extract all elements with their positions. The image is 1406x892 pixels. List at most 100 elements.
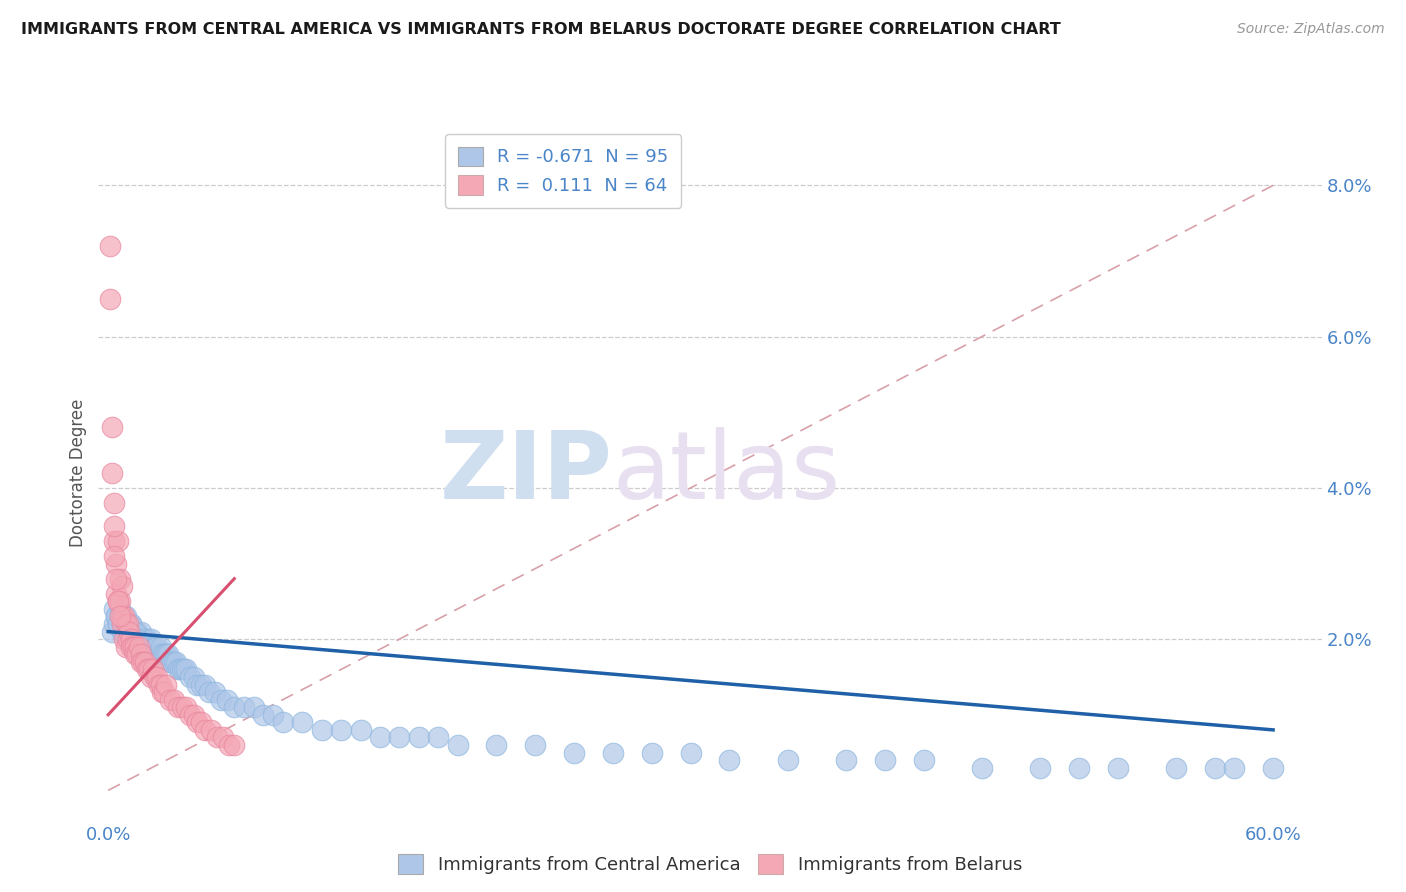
Point	[291, 715, 314, 730]
Point	[602, 746, 624, 760]
Point	[170, 662, 193, 676]
Point	[167, 662, 190, 676]
Point	[120, 617, 142, 632]
Point	[174, 700, 197, 714]
Point	[127, 624, 149, 639]
Point	[198, 685, 221, 699]
Point	[112, 624, 135, 639]
Point	[215, 692, 238, 706]
Point	[124, 632, 146, 647]
Point	[108, 609, 131, 624]
Point	[129, 624, 152, 639]
Point	[138, 662, 160, 676]
Point	[271, 715, 294, 730]
Point	[143, 670, 166, 684]
Point	[330, 723, 353, 737]
Point	[118, 624, 141, 639]
Point	[101, 624, 124, 639]
Point	[124, 640, 146, 654]
Point	[132, 632, 155, 647]
Point	[124, 647, 146, 661]
Point	[120, 617, 142, 632]
Point	[98, 292, 121, 306]
Point	[142, 640, 165, 654]
Point	[103, 496, 125, 510]
Point	[1204, 761, 1226, 775]
Point	[679, 746, 702, 760]
Point	[108, 594, 131, 608]
Point	[1164, 761, 1187, 775]
Point	[153, 647, 176, 661]
Point	[194, 723, 217, 737]
Point	[103, 602, 125, 616]
Point	[311, 723, 333, 737]
Point	[107, 617, 129, 632]
Text: IMMIGRANTS FROM CENTRAL AMERICA VS IMMIGRANTS FROM BELARUS DOCTORATE DEGREE CORR: IMMIGRANTS FROM CENTRAL AMERICA VS IMMIG…	[21, 22, 1062, 37]
Point	[776, 753, 799, 767]
Point	[112, 632, 135, 647]
Point	[174, 662, 197, 676]
Point	[114, 617, 136, 632]
Point	[179, 707, 201, 722]
Point	[112, 609, 135, 624]
Point	[641, 746, 664, 760]
Y-axis label: Doctorate Degree: Doctorate Degree	[69, 399, 87, 547]
Point	[200, 723, 222, 737]
Point	[111, 617, 134, 632]
Point	[108, 609, 131, 624]
Point	[153, 685, 176, 699]
Point	[134, 632, 156, 647]
Point	[148, 647, 170, 661]
Point	[117, 617, 139, 632]
Point	[136, 662, 159, 676]
Point	[718, 753, 741, 767]
Text: ZIP: ZIP	[439, 426, 612, 519]
Text: Source: ZipAtlas.com: Source: ZipAtlas.com	[1237, 22, 1385, 37]
Point	[104, 609, 127, 624]
Point	[103, 549, 125, 563]
Point	[224, 700, 246, 714]
Point	[122, 640, 145, 654]
Point	[120, 632, 142, 647]
Point	[186, 715, 208, 730]
Point	[165, 655, 187, 669]
Point	[142, 662, 165, 676]
Point	[1067, 761, 1090, 775]
Point	[149, 640, 172, 654]
Point	[124, 624, 146, 639]
Point	[114, 609, 136, 624]
Point	[167, 700, 190, 714]
Point	[218, 738, 240, 752]
Point	[117, 617, 139, 632]
Point	[233, 700, 256, 714]
Point	[108, 572, 131, 586]
Point	[104, 572, 127, 586]
Point	[104, 609, 127, 624]
Point	[157, 647, 180, 661]
Point	[169, 662, 191, 676]
Point	[98, 239, 121, 253]
Point	[190, 715, 212, 730]
Point	[139, 670, 162, 684]
Point	[152, 647, 174, 661]
Point	[107, 533, 129, 548]
Point	[163, 655, 186, 669]
Point	[262, 707, 284, 722]
Point	[194, 677, 217, 691]
Point	[209, 692, 232, 706]
Point	[114, 640, 136, 654]
Point	[134, 655, 156, 669]
Point	[446, 738, 468, 752]
Point	[118, 624, 141, 639]
Point	[349, 723, 371, 737]
Point	[152, 685, 174, 699]
Point	[190, 677, 212, 691]
Point	[129, 655, 152, 669]
Point	[101, 466, 124, 480]
Point	[120, 640, 142, 654]
Point	[104, 587, 127, 601]
Point	[111, 609, 134, 624]
Point	[136, 632, 159, 647]
Point	[143, 640, 166, 654]
Point	[485, 738, 508, 752]
